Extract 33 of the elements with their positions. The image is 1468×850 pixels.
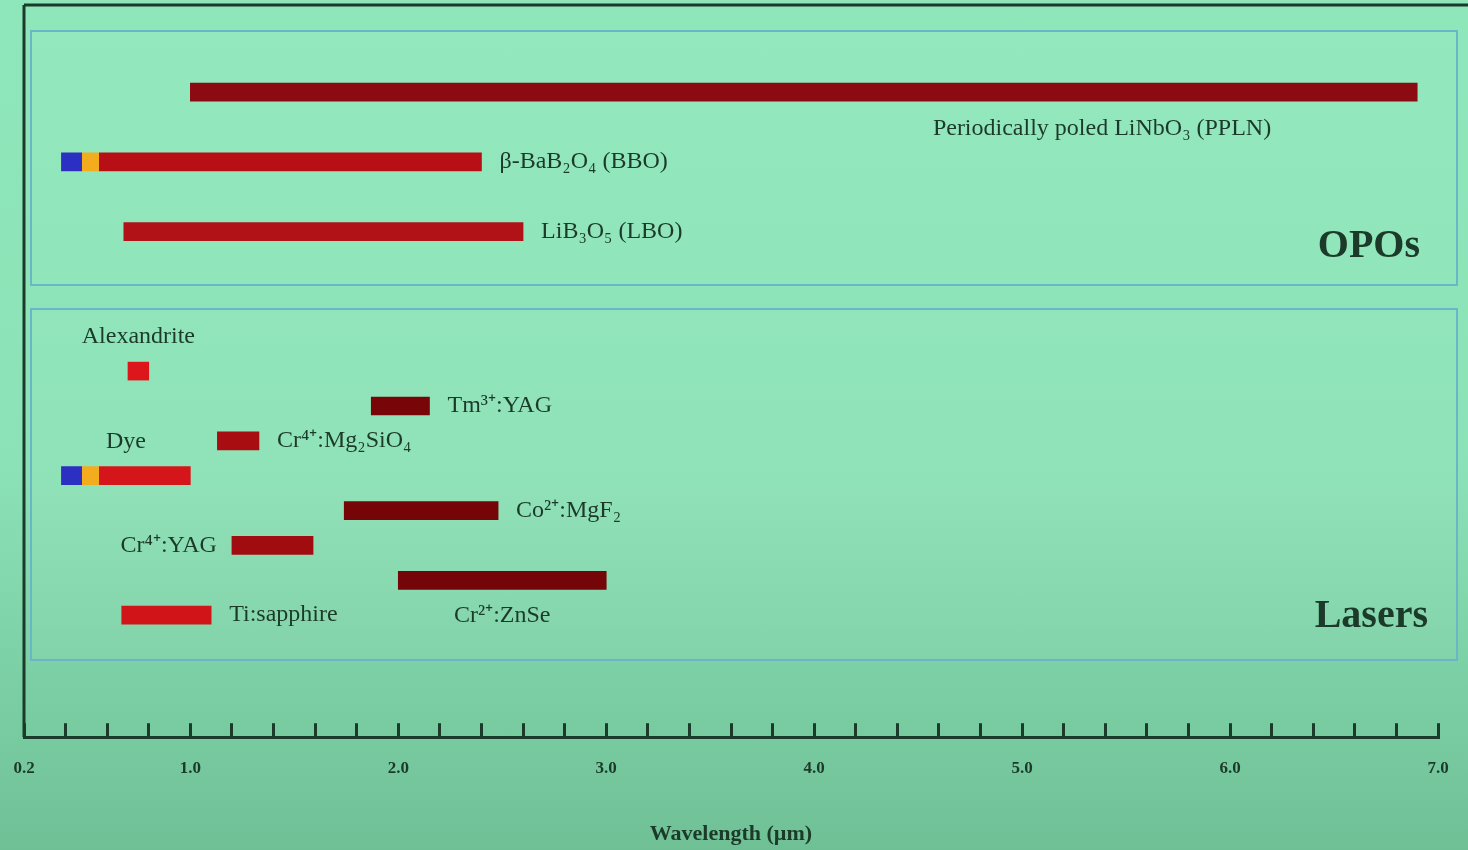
annotation: LiB₃O₅ (LBO) xyxy=(541,216,683,243)
annotation: Periodically poled LiNbO₃ (PPLN) xyxy=(932,114,1272,141)
annotation: Ti:sapphire xyxy=(229,600,338,627)
x-tick-label: 5.0 xyxy=(1011,757,1033,777)
bar xyxy=(231,536,314,555)
x-tick-label: 6.0 xyxy=(1219,757,1241,777)
annotation: Lasers xyxy=(1314,591,1428,636)
bar xyxy=(127,361,150,381)
bar xyxy=(61,152,482,172)
annotation: Tm³⁺:YAG xyxy=(447,391,553,418)
x-tick-label: 7.0 xyxy=(1427,757,1449,777)
annotation: Co²⁺:MgF₂ xyxy=(516,495,622,522)
annotation: OPOs xyxy=(1317,221,1420,266)
x-axis-title: Wavelength (µm) xyxy=(649,820,813,846)
bar xyxy=(121,605,212,625)
annotation: Dye xyxy=(105,427,146,453)
x-tick-label: 0.2 xyxy=(13,757,35,777)
bar xyxy=(397,570,607,590)
annotation: β-BaB₂O₄ (BBO) xyxy=(499,147,668,174)
bar xyxy=(217,431,260,451)
bar xyxy=(343,501,499,520)
bar xyxy=(190,82,1418,102)
bar xyxy=(123,222,524,241)
bar xyxy=(61,466,191,486)
x-tick-label: 3.0 xyxy=(595,757,617,777)
annotation: Cr⁴⁺:Mg₂SiO₄ xyxy=(276,426,412,453)
annotation: Alexandrite xyxy=(81,322,196,349)
bar xyxy=(370,396,430,416)
annotation: Cr²⁺:ZnSe xyxy=(454,600,551,627)
x-tick-label: 4.0 xyxy=(803,757,825,777)
annotation: Cr⁴⁺:YAG xyxy=(120,530,217,557)
x-tick-label: 2.0 xyxy=(387,757,409,777)
x-tick-label: 1.0 xyxy=(179,757,201,777)
